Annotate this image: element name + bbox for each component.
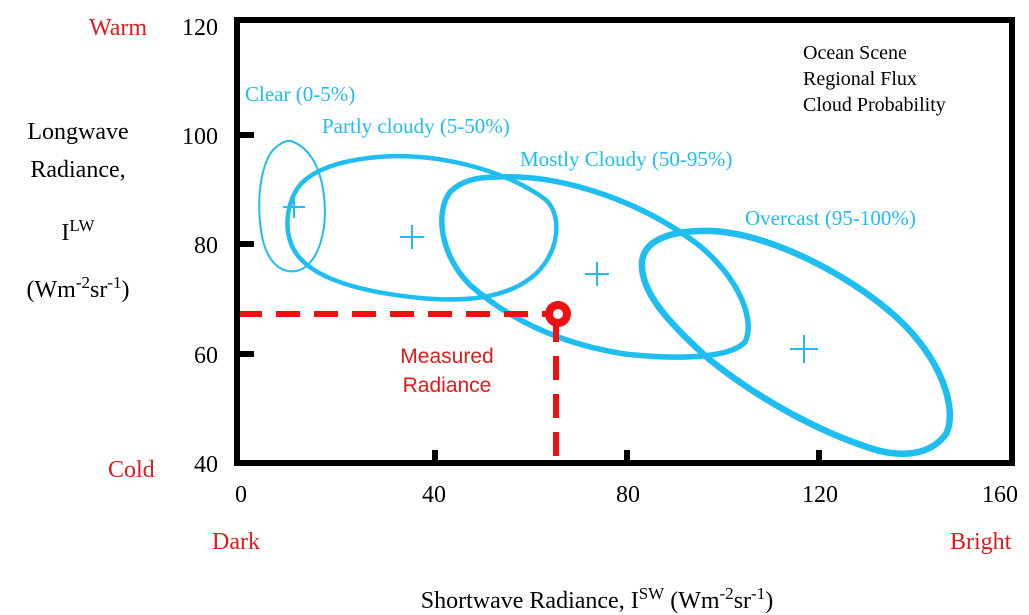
cold-label: Cold <box>108 457 155 483</box>
partly-cloudy-center-marker <box>400 225 424 249</box>
tick-marks <box>238 132 822 462</box>
series-label-partly-cloudy: Partly cloudy (5-50%) <box>322 114 510 138</box>
x-axis-label-sup: SW <box>639 584 665 603</box>
y-axis-label-symbol-sup: LW <box>69 216 95 235</box>
x-tick-label: 40 <box>422 482 446 508</box>
y-tick-label: 60 <box>194 343 218 369</box>
y-unit-sup2: -1 <box>107 273 121 292</box>
measured-label: Measured Radiance <box>400 345 493 397</box>
measured-label-line1: Measured <box>400 345 493 368</box>
clear-ellipse <box>258 139 326 273</box>
y-unit-close: ) <box>122 277 130 303</box>
y-axis-label-line3: ILW <box>61 216 95 246</box>
y-unit-mid: sr <box>90 277 107 303</box>
x-unit-sup2: -1 <box>751 584 765 603</box>
measured-label-line2: Radiance <box>403 374 492 397</box>
clear-center-marker <box>283 196 305 218</box>
x-unit-close: ) <box>765 588 773 614</box>
x-tick-label: 160 <box>982 482 1018 508</box>
y-unit-open: (Wm <box>27 277 77 303</box>
legend-line: Cloud Probability <box>803 94 946 116</box>
y-axis-label: Longwave Radiance, ILW (Wm-2sr-1) <box>27 119 130 303</box>
x-axis-label-main: Shortwave Radiance, I <box>421 588 639 614</box>
mostly-cloudy-center-marker <box>585 262 609 286</box>
x-unit-open: (Wm <box>664 588 720 614</box>
x-tick-label: 120 <box>802 482 838 508</box>
bright-label: Bright <box>950 529 1012 555</box>
y-tick-label: 120 <box>182 15 218 41</box>
cluster-centers <box>283 196 818 363</box>
x-tick-label: 0 <box>235 482 247 508</box>
legend: Ocean Scene Regional Flux Cloud Probabil… <box>803 42 946 116</box>
y-axis-label-unit: (Wm-2sr-1) <box>27 273 130 303</box>
endpoint-labels: Warm Cold Dark Bright <box>89 15 1012 555</box>
y-tick-label: 40 <box>194 452 218 478</box>
y-unit-sup1: -2 <box>76 273 90 292</box>
y-axis-label-line1: Longwave <box>27 119 128 145</box>
x-axis-label: Shortwave Radiance, ISW (Wm-2sr-1) <box>421 584 773 614</box>
cluster-ellipses <box>258 139 954 457</box>
series-label-overcast: Overcast (95-100%) <box>745 206 916 230</box>
measured-point <box>545 301 571 327</box>
series-label-mostly-cloudy: Mostly Cloudy (50-95%) <box>520 147 732 171</box>
y-axis-label-line2: Radiance, <box>30 157 125 183</box>
legend-line: Ocean Scene <box>803 42 907 64</box>
cluster-labels: Clear (0-5%) Partly cloudy (5-50%) Mostl… <box>245 82 916 230</box>
partly-cloudy-ellipse <box>285 154 559 302</box>
x-unit-mid: sr <box>734 588 751 614</box>
overcast-ellipse <box>638 227 954 457</box>
measured-point-inner <box>553 309 563 319</box>
series-label-clear: Clear (0-5%) <box>245 82 355 106</box>
warm-label: Warm <box>89 15 147 41</box>
dark-label: Dark <box>212 529 260 555</box>
x-tick-labels: 0 40 80 120 160 <box>235 482 1018 508</box>
y-axis-label-symbol: I <box>61 220 69 246</box>
measured-guides <box>238 311 559 463</box>
x-tick-label: 80 <box>616 482 640 508</box>
y-tick-label: 80 <box>194 233 218 259</box>
overcast-center-marker <box>790 335 818 363</box>
x-unit-sup1: -2 <box>720 584 734 603</box>
y-tick-labels: 120 100 80 60 40 <box>182 15 218 478</box>
plot-frame <box>234 17 1015 466</box>
y-tick-label: 100 <box>182 124 218 150</box>
legend-line: Regional Flux <box>803 68 917 90</box>
mostly-cloudy-ellipse <box>439 174 751 360</box>
